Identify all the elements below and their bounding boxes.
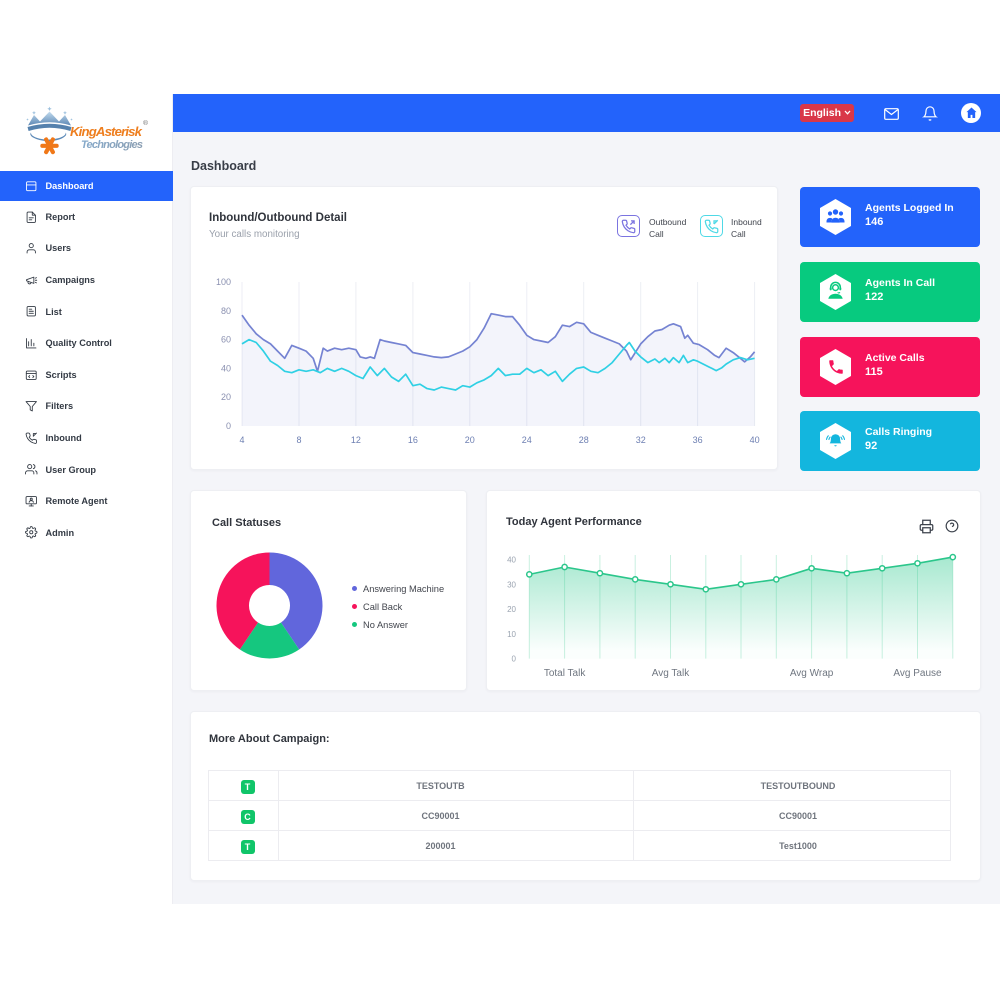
svg-text:100: 100 [216, 277, 231, 287]
svg-text:24: 24 [522, 435, 532, 445]
svg-text:0: 0 [226, 421, 231, 431]
svg-text:Total Talk: Total Talk [544, 668, 587, 679]
svg-text:10: 10 [507, 630, 516, 639]
svg-text:80: 80 [221, 306, 231, 316]
svg-text:40: 40 [507, 556, 516, 565]
svg-text:Technologies: Technologies [81, 139, 143, 151]
svg-text:36: 36 [693, 435, 703, 445]
svg-text:20: 20 [507, 605, 516, 614]
svg-text:Avg Wrap: Avg Wrap [790, 668, 834, 679]
svg-text:®: ® [143, 119, 148, 127]
svg-text:8: 8 [296, 435, 301, 445]
svg-text:4: 4 [239, 435, 244, 445]
svg-text:20: 20 [465, 435, 475, 445]
svg-text:Avg Pause: Avg Pause [893, 668, 942, 679]
svg-text:0: 0 [512, 655, 517, 664]
svg-text:KingAsterisk: KingAsterisk [70, 124, 143, 139]
svg-text:60: 60 [221, 335, 231, 345]
svg-text:Avg Talk: Avg Talk [652, 668, 690, 679]
svg-text:30: 30 [507, 580, 516, 589]
svg-text:28: 28 [579, 435, 589, 445]
svg-text:32: 32 [636, 435, 646, 445]
svg-text:16: 16 [408, 435, 418, 445]
svg-text:12: 12 [351, 435, 361, 445]
svg-text:40: 40 [750, 435, 760, 445]
svg-text:40: 40 [221, 363, 231, 373]
svg-text:20: 20 [221, 392, 231, 402]
